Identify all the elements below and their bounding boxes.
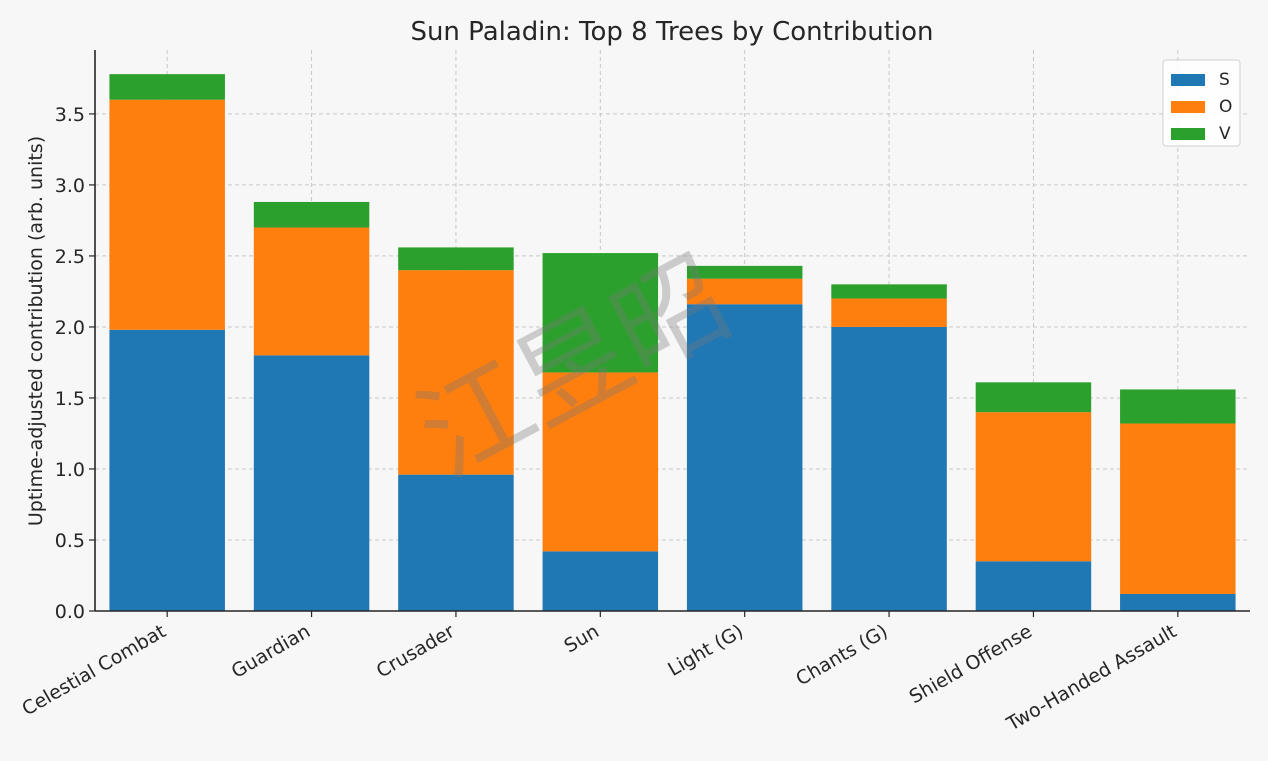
legend-label: O	[1219, 97, 1232, 117]
bar-s-segment	[109, 329, 225, 611]
y-tick-labels: 0.0 0.5 1.0 1.5 2.0 2.5 3.0 3.5	[55, 104, 85, 623]
bar-o-segment	[831, 298, 947, 327]
y-tick-label: 1.0	[55, 459, 85, 481]
y-tick-label: 2.5	[55, 246, 85, 268]
bars	[109, 74, 1236, 611]
x-tick-label: Sun	[561, 620, 603, 657]
bar-o-segment	[398, 270, 514, 475]
y-tick-label: 3.0	[55, 175, 85, 197]
x-tick-label: Celestial Combat	[18, 620, 169, 720]
y-tick-label: 0.5	[55, 530, 85, 552]
y-tick-label: 0.0	[55, 601, 85, 623]
bar-o-segment	[686, 278, 803, 305]
x-tick-labels: Celestial Combat Guardian Crusader Sun Light…	[18, 620, 1180, 736]
bar-s-segment	[831, 326, 947, 611]
y-tick-label: 1.5	[55, 388, 85, 410]
bar-s-segment	[253, 355, 370, 611]
bar-v-segment	[253, 201, 370, 228]
bar-v-segment	[831, 284, 947, 299]
bar-o-segment	[542, 372, 659, 552]
bar-o-segment	[1120, 423, 1236, 594]
bar-s-segment	[542, 551, 659, 611]
legend-swatch	[1171, 74, 1205, 86]
bar-v-segment	[1120, 389, 1236, 424]
bar-s-segment	[975, 561, 1092, 611]
bar-v-segment	[398, 247, 514, 271]
bar-o-segment	[253, 227, 370, 356]
x-tick-label: Crusader	[373, 620, 459, 682]
bar-s-segment	[1120, 593, 1236, 611]
bar-v-segment	[542, 253, 659, 373]
bar-o-segment	[975, 412, 1092, 562]
legend-label: S	[1219, 70, 1230, 90]
legend: SOV	[1162, 59, 1241, 147]
axes	[89, 50, 1250, 617]
bar-s-segment	[686, 304, 803, 611]
bar-v-segment	[686, 265, 803, 279]
y-tick-label: 2.0	[55, 317, 85, 339]
bar-o-segment	[109, 99, 225, 330]
bar-v-segment	[975, 382, 1092, 413]
x-tick-label: Shield Offense	[906, 620, 1036, 708]
x-tick-label: Light (G)	[664, 620, 747, 681]
chart-title: Sun Paladin: Top 8 Trees by Contribution	[410, 17, 933, 47]
x-tick-label: Guardian	[228, 620, 314, 683]
legend-swatch	[1171, 128, 1205, 140]
bar-v-segment	[109, 74, 225, 100]
y-axis-label: Uptime-adjusted contribution (arb. units…	[25, 136, 47, 526]
y-tick-label: 3.5	[55, 104, 85, 126]
x-tick-label: Chants (G)	[792, 620, 891, 690]
bar-s-segment	[398, 474, 514, 611]
legend-swatch	[1171, 101, 1205, 113]
legend-label: V	[1219, 124, 1231, 144]
